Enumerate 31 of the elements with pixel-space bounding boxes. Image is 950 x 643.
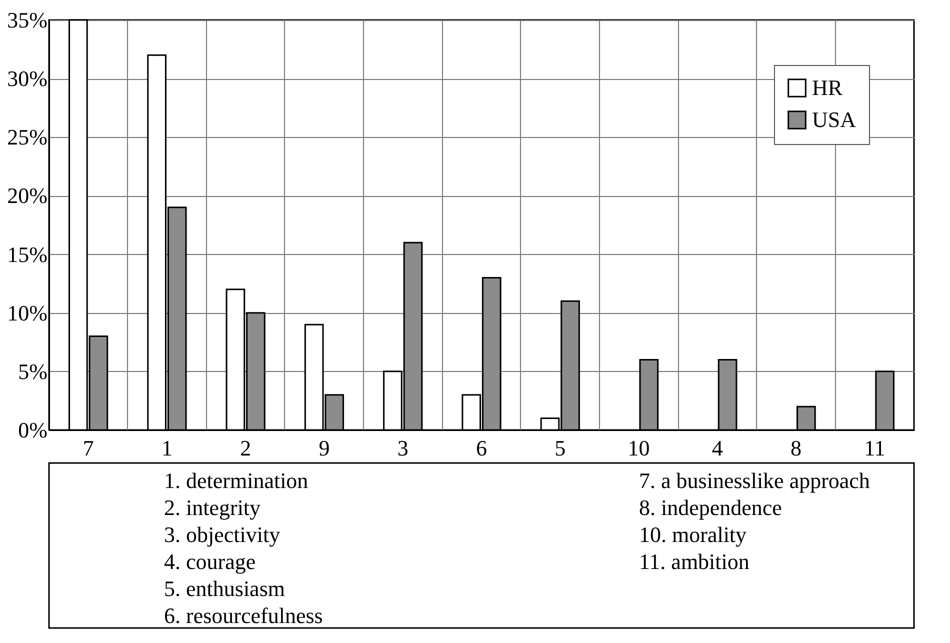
y-tick-label: 20% xyxy=(7,183,48,208)
x-tick-label: 7 xyxy=(82,436,94,460)
legend-label: HR xyxy=(812,75,843,100)
x-tick-label: 5 xyxy=(554,436,566,460)
text: 1. determination xyxy=(164,468,308,493)
y-tick-label: 10% xyxy=(7,300,48,326)
y-tick-label: 15% xyxy=(7,242,48,267)
legend-label: USA xyxy=(812,107,856,132)
text: 10. morality xyxy=(639,522,747,547)
x-tick-label: 11 xyxy=(864,436,886,460)
text: 7. a businesslike approach xyxy=(639,468,870,493)
text: 3. objectivity xyxy=(164,522,280,547)
y-tick-label: 35% xyxy=(7,8,48,32)
x-tick-label: 6 xyxy=(476,436,487,460)
y-tick-label: 25% xyxy=(7,124,48,150)
text: 6. resourcefulness xyxy=(164,603,323,628)
x-tick-label: 1 xyxy=(161,436,172,460)
y-tick-label: 0% xyxy=(18,418,48,442)
y-tick-label: 5% xyxy=(18,358,48,384)
x-tick-label: 3 xyxy=(397,436,408,460)
text: 5. enthusiasm xyxy=(164,576,285,601)
x-tick-label: 9 xyxy=(318,436,330,460)
x-tick-label: 10 xyxy=(628,436,650,460)
text: 11. ambition xyxy=(639,549,750,574)
x-tick-label: 8 xyxy=(790,436,802,460)
x-tick-label: 2 xyxy=(240,436,252,460)
text: 8. independence xyxy=(639,495,782,520)
text: 2. integrity xyxy=(164,495,261,520)
x-tick-label: 4 xyxy=(712,436,723,460)
y-tick-label: 30% xyxy=(7,66,48,92)
text: 4. courage xyxy=(164,549,256,574)
